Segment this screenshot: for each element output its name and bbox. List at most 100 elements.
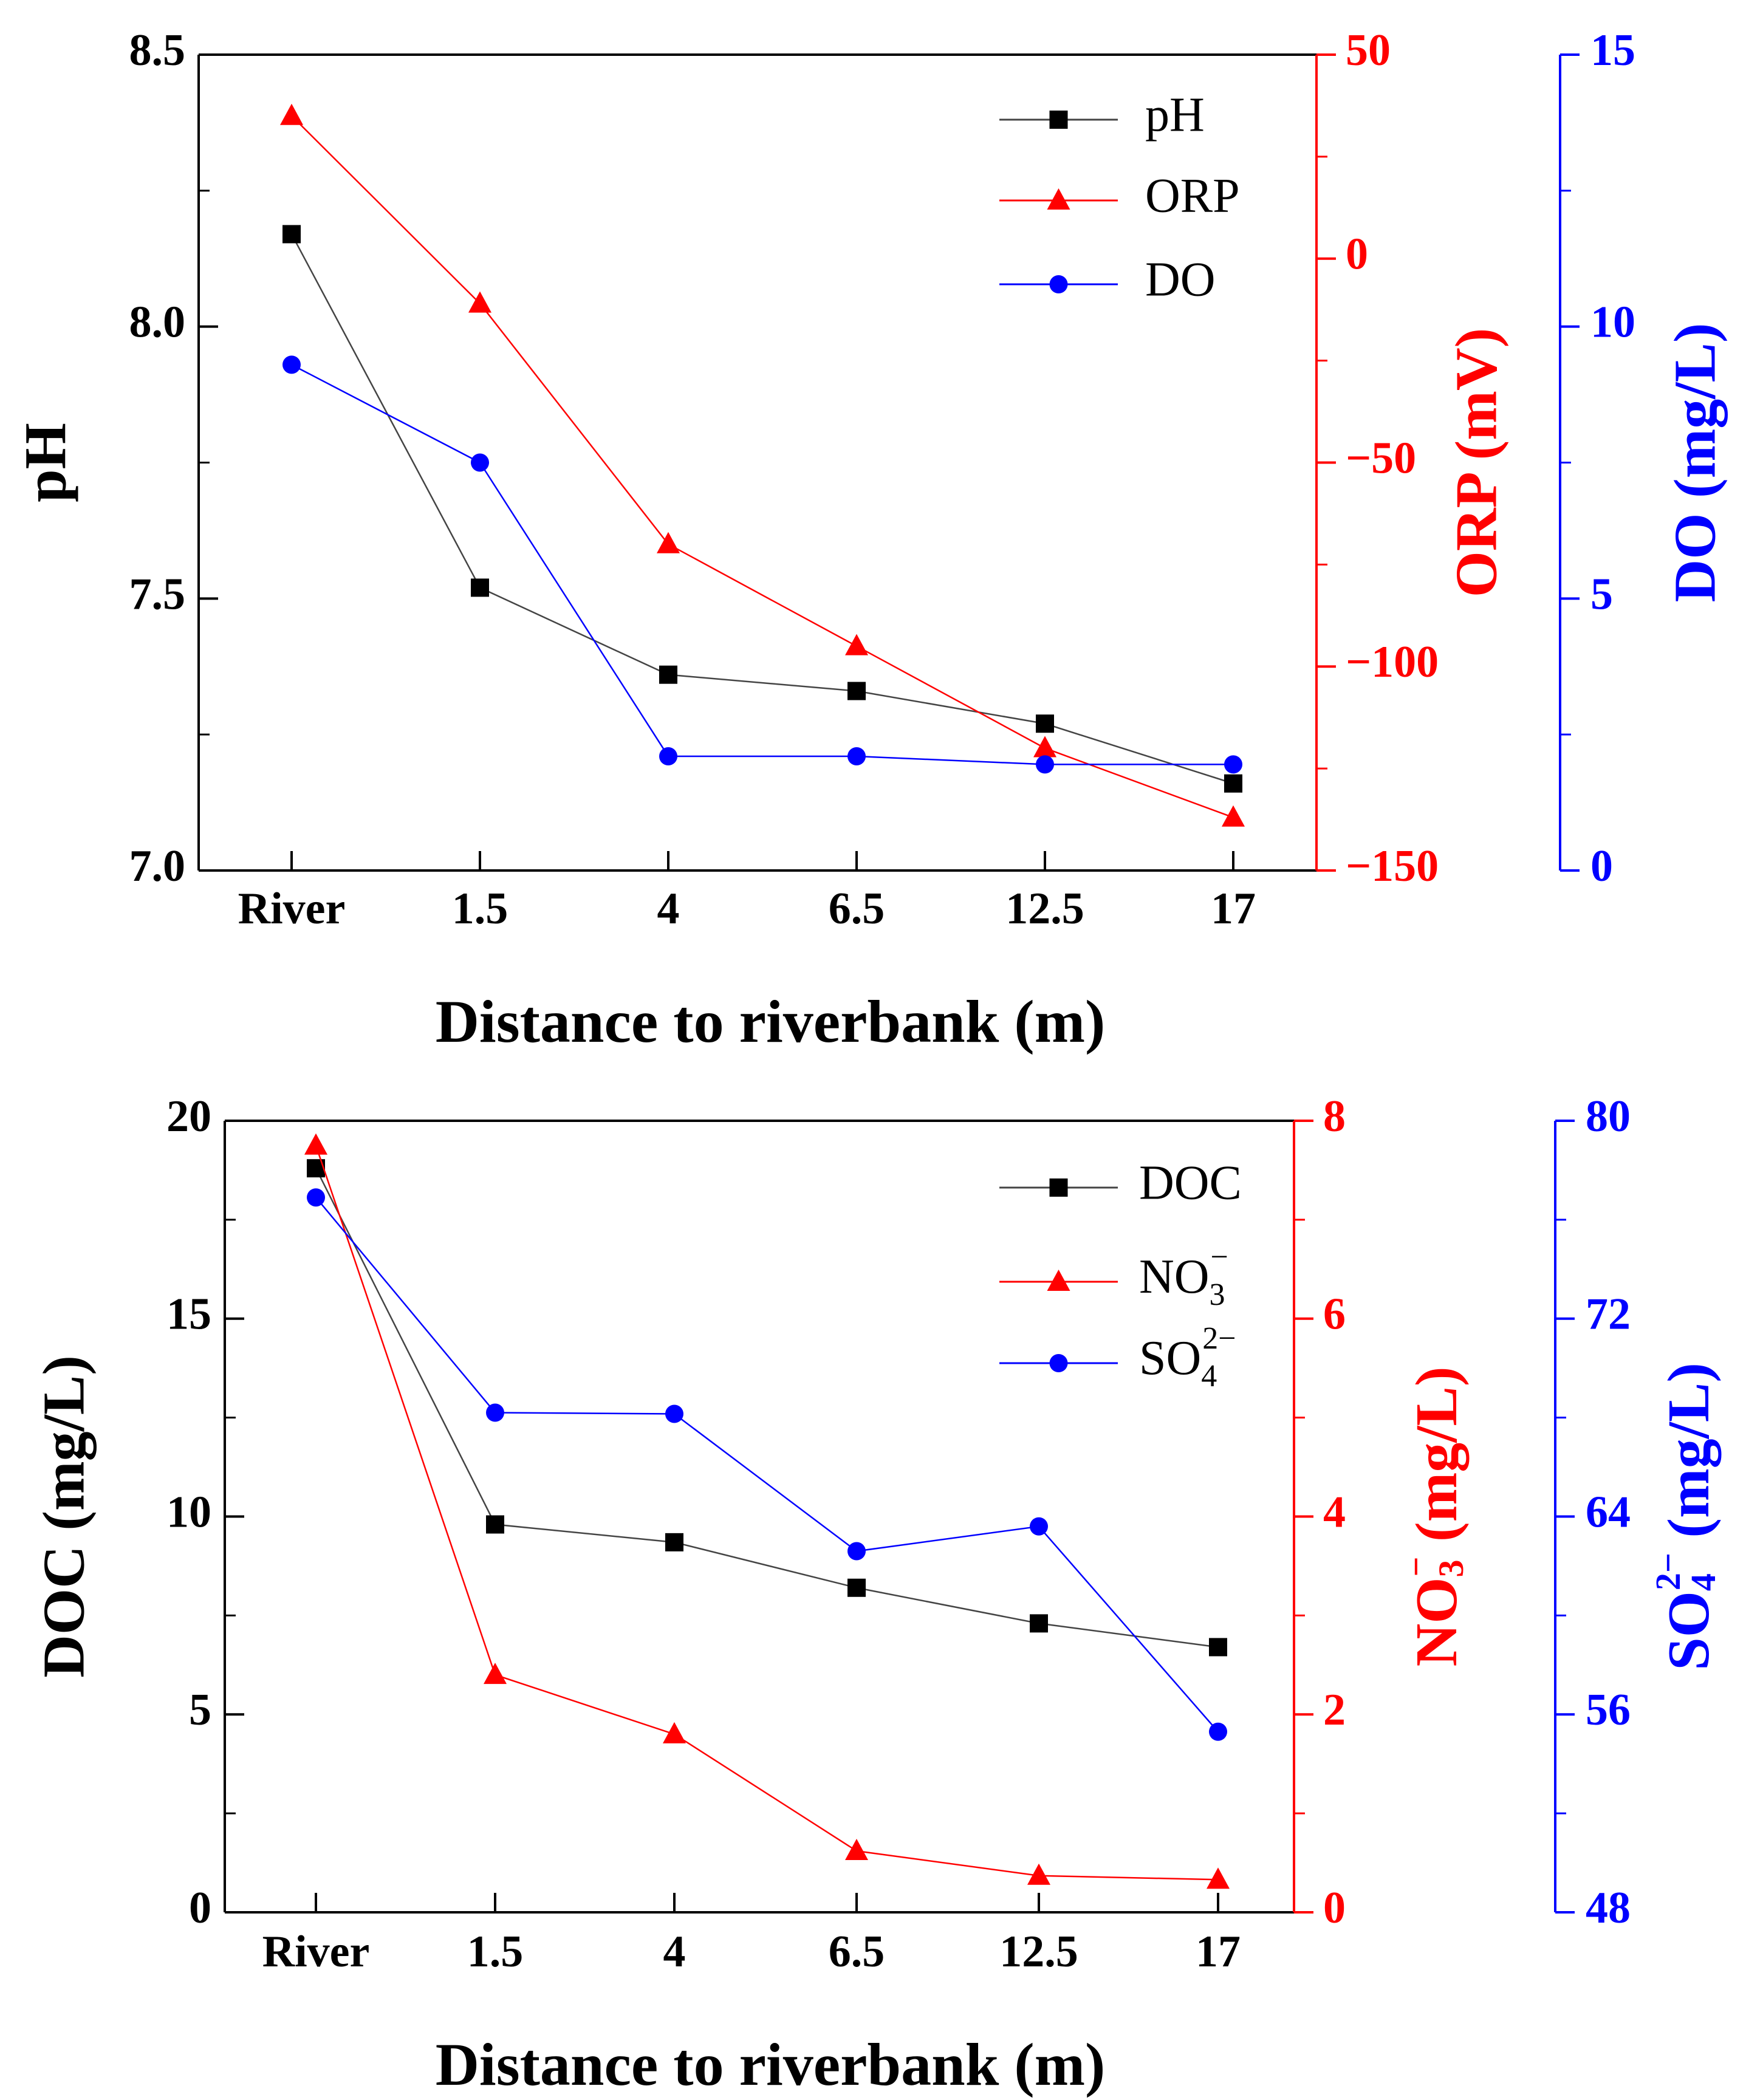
data-point-pH: [1224, 774, 1242, 793]
right2-tick-label: 15: [1590, 26, 1635, 75]
data-point-NO3−: [304, 1133, 327, 1155]
right1-tick-label: 4: [1323, 1487, 1346, 1537]
legend-label: NO3−: [1139, 1240, 1228, 1312]
chart-panel-2: 0 5 10 15 20 0 2 4 6 8 48 56 64 72 80 River 1.5 4 6.5 12.5 1…: [31, 1092, 1723, 2098]
left-tick-label: 15: [166, 1290, 211, 1339]
left-tick-label: 5: [189, 1685, 211, 1735]
data-point-pH: [659, 665, 677, 684]
data-point-NO3−: [845, 1839, 868, 1861]
right2-tick-label: 56: [1586, 1685, 1631, 1735]
data-point-DOC: [665, 1533, 683, 1551]
left-tick-label: 7.5: [129, 569, 186, 619]
left-tick-label: 7.0: [129, 841, 186, 891]
left-tick-label: 8.5: [129, 26, 186, 75]
right2-tick-label: 48: [1586, 1883, 1631, 1933]
legend-label: DOC: [1139, 1156, 1242, 1209]
right1-tick-label: 8: [1323, 1092, 1346, 1141]
right1-tick-label: −150: [1346, 841, 1439, 891]
legend-label: SO42−: [1139, 1321, 1236, 1394]
x-axis-title: Distance to riverbank (m): [436, 988, 1106, 1055]
right1-tick-label: −100: [1346, 637, 1439, 687]
data-point-NO3−: [484, 1663, 507, 1684]
right2-tick-label: 72: [1586, 1290, 1631, 1339]
data-point-DO: [1224, 755, 1242, 774]
data-point-ORP: [1222, 805, 1245, 827]
left-tick-label: 8.0: [129, 298, 186, 347]
right1-tick-label: 0: [1346, 230, 1368, 279]
right2-tick-label: 80: [1586, 1092, 1631, 1141]
x-axis-title: Distance to riverbank (m): [436, 2031, 1106, 2098]
series-line-pH: [290, 233, 1234, 784]
right1-tick-label: 6: [1323, 1290, 1346, 1339]
data-point-SO42−: [1209, 1722, 1227, 1741]
right1-tick-label: −50: [1346, 433, 1416, 483]
data-point-NO3−: [1207, 1867, 1230, 1889]
left-tick-label: 0: [189, 1883, 211, 1933]
right1-axis-title: ORP (mV): [1443, 328, 1509, 598]
data-point-pH: [471, 578, 489, 597]
data-point-SO42−: [665, 1404, 683, 1423]
left-axis-title: DOC (mg/L): [31, 1355, 97, 1678]
data-point-ORP: [657, 532, 680, 553]
data-point-DOC: [847, 1578, 866, 1597]
left-tick-label: 10: [166, 1487, 211, 1537]
legend-marker: [1049, 1354, 1068, 1372]
legend-marker: [1049, 275, 1068, 293]
x-tick-label: 17: [1196, 1927, 1241, 1977]
series-line-NO3−: [315, 1145, 1219, 1881]
legend-label: DO: [1145, 253, 1216, 306]
data-point-ORP: [468, 291, 491, 313]
data-point-ORP: [1033, 736, 1056, 758]
data-point-DO: [659, 747, 677, 765]
series-line-DOC: [315, 1168, 1219, 1648]
data-point-NO3−: [663, 1722, 686, 1743]
legend-label: ORP: [1145, 169, 1240, 222]
legend-marker: [1047, 188, 1070, 210]
x-tick-label: 6.5: [829, 1927, 885, 1977]
x-tick-label: 12.5: [999, 1927, 1078, 1977]
right2-axis-title: SO42− (mg/L): [1648, 1363, 1723, 1671]
right2-tick-label: 0: [1590, 841, 1613, 891]
series-line-DO: [291, 364, 1233, 765]
right1-axis-title: NO3− (mg/L): [1396, 1366, 1471, 1666]
x-tick-label: 6.5: [829, 884, 885, 934]
data-point-pH: [1036, 714, 1054, 733]
legend-marker: [1049, 111, 1068, 129]
legend-marker: [1047, 1270, 1070, 1291]
right2-axis-title: DO (mg/L): [1662, 323, 1728, 603]
x-tick-label: River: [238, 884, 346, 934]
data-point-DO: [847, 747, 866, 765]
chart-panel-1: 7.0 7.5 8.0 8.5 −150 −100 −50 0 50 0 5 10 15 River 1.5…: [13, 26, 1728, 1055]
data-point-DO: [282, 355, 301, 374]
right2-tick-label: 64: [1586, 1487, 1631, 1537]
right2-tick-label: 10: [1590, 298, 1635, 347]
data-point-ORP: [845, 634, 868, 655]
legend-label: pH: [1145, 88, 1205, 142]
data-point-pH: [282, 225, 301, 244]
data-point-SO42−: [307, 1188, 325, 1207]
data-point-pH: [847, 682, 866, 700]
right1-tick-label: 2: [1323, 1685, 1346, 1735]
x-tick-label: 1.5: [467, 1927, 524, 1977]
series-line-SO42−: [315, 1197, 1219, 1732]
data-point-ORP: [280, 103, 303, 125]
data-point-DO: [471, 453, 489, 472]
data-point-NO3−: [1027, 1863, 1050, 1885]
left-axis-title: pH: [13, 423, 78, 502]
right1-tick-label: 50: [1346, 26, 1391, 75]
data-point-DOC: [1030, 1614, 1048, 1633]
x-tick-label: 17: [1211, 884, 1256, 934]
data-point-DO: [1036, 755, 1054, 774]
data-point-SO42−: [847, 1542, 866, 1561]
right2-tick-label: 5: [1590, 569, 1613, 619]
data-point-DOC: [307, 1159, 325, 1178]
data-point-SO42−: [486, 1403, 504, 1422]
data-point-SO42−: [1030, 1517, 1048, 1536]
x-tick-label: 4: [663, 1927, 686, 1977]
data-point-DOC: [486, 1515, 504, 1534]
right1-tick-label: 0: [1323, 1883, 1346, 1933]
x-tick-label: 1.5: [452, 884, 508, 934]
x-tick-label: 4: [657, 884, 680, 934]
x-tick-label: 12.5: [1005, 884, 1084, 934]
